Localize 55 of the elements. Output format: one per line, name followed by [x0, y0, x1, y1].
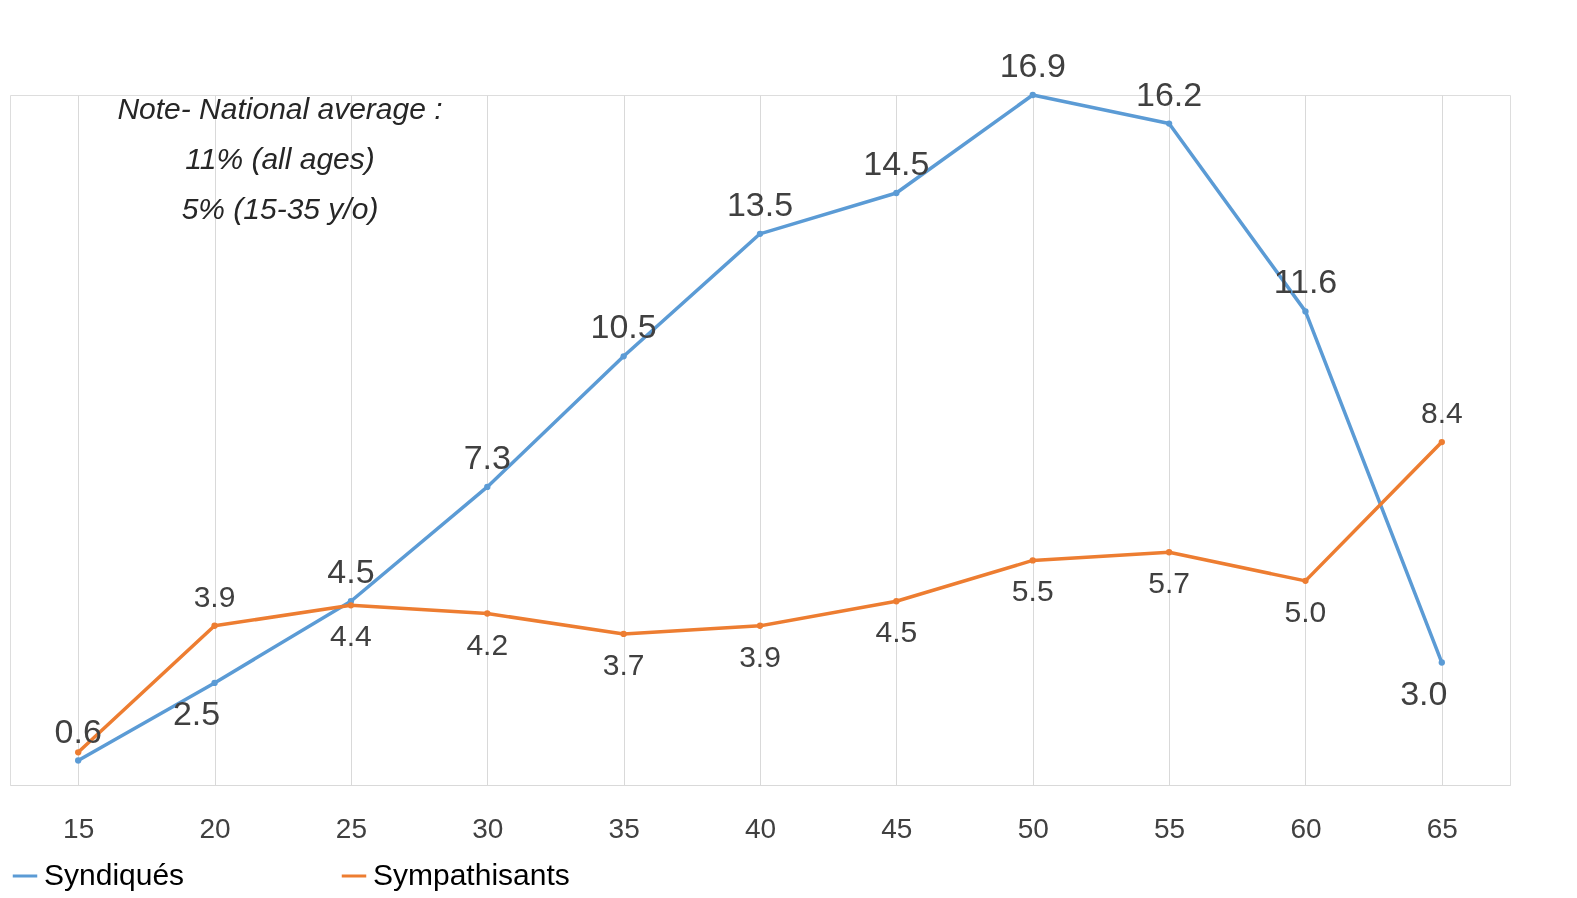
point	[620, 630, 627, 638]
point	[893, 598, 900, 605]
data-label: 0.6	[54, 711, 102, 750]
point	[347, 602, 355, 609]
data-label: 8.4	[1420, 396, 1463, 430]
data-label: 3.9	[193, 579, 236, 613]
data-label: 5.7	[1148, 566, 1190, 600]
x-tick-label: 55	[1154, 812, 1186, 844]
data-label: 3.9	[739, 639, 781, 673]
point	[1302, 577, 1309, 585]
data-label: 5.5	[1011, 574, 1054, 608]
point	[484, 483, 491, 491]
point	[1029, 91, 1036, 99]
point	[1302, 308, 1309, 315]
x-tick-label: 65	[1426, 812, 1458, 844]
x-tick-label: 60	[1290, 812, 1322, 844]
data-label: 3.0	[1400, 673, 1448, 712]
point	[211, 679, 218, 687]
x-tick-label: 45	[881, 812, 913, 844]
point	[75, 749, 82, 756]
point	[756, 230, 764, 237]
x-tick-label: 25	[335, 812, 367, 844]
data-label: 10.5	[590, 307, 657, 346]
data-label: 4.5	[875, 615, 918, 649]
data-label: 3.7	[602, 647, 645, 681]
x-tick-label: 15	[63, 812, 95, 844]
x-tick-label: 30	[472, 812, 504, 844]
data-label: 16.9	[999, 46, 1066, 84]
x-tick-label: 35	[608, 812, 640, 844]
point	[1029, 557, 1036, 564]
point	[1165, 549, 1173, 556]
point	[211, 622, 218, 629]
x-tick-label: 20	[199, 812, 231, 844]
point	[756, 622, 764, 629]
annotation: Note- National average : 11% (all ages) 5% (15-35 y/o)	[117, 92, 443, 225]
data-label: 14.5	[863, 143, 930, 182]
point	[1438, 659, 1445, 666]
data-label: 7.3	[463, 437, 511, 476]
data-label: 4.5	[327, 552, 375, 591]
data-label: 13.5	[726, 184, 794, 223]
legend-label: Sympathisants	[373, 858, 570, 891]
x-tick-label: 40	[744, 812, 777, 844]
point	[75, 757, 82, 764]
point	[620, 353, 627, 360]
point	[893, 189, 900, 197]
legend-label: Syndiqués	[44, 858, 185, 891]
data-label: 5.0	[1284, 594, 1327, 628]
data-label: 16.2	[1136, 74, 1203, 113]
data-label: 2.5	[172, 693, 221, 732]
data-label: 4.2	[466, 627, 509, 661]
point	[484, 610, 491, 617]
point	[1438, 438, 1445, 446]
data-label: 4.4	[330, 619, 372, 653]
x-tick-label: 50	[1017, 812, 1049, 844]
point	[1165, 120, 1173, 127]
